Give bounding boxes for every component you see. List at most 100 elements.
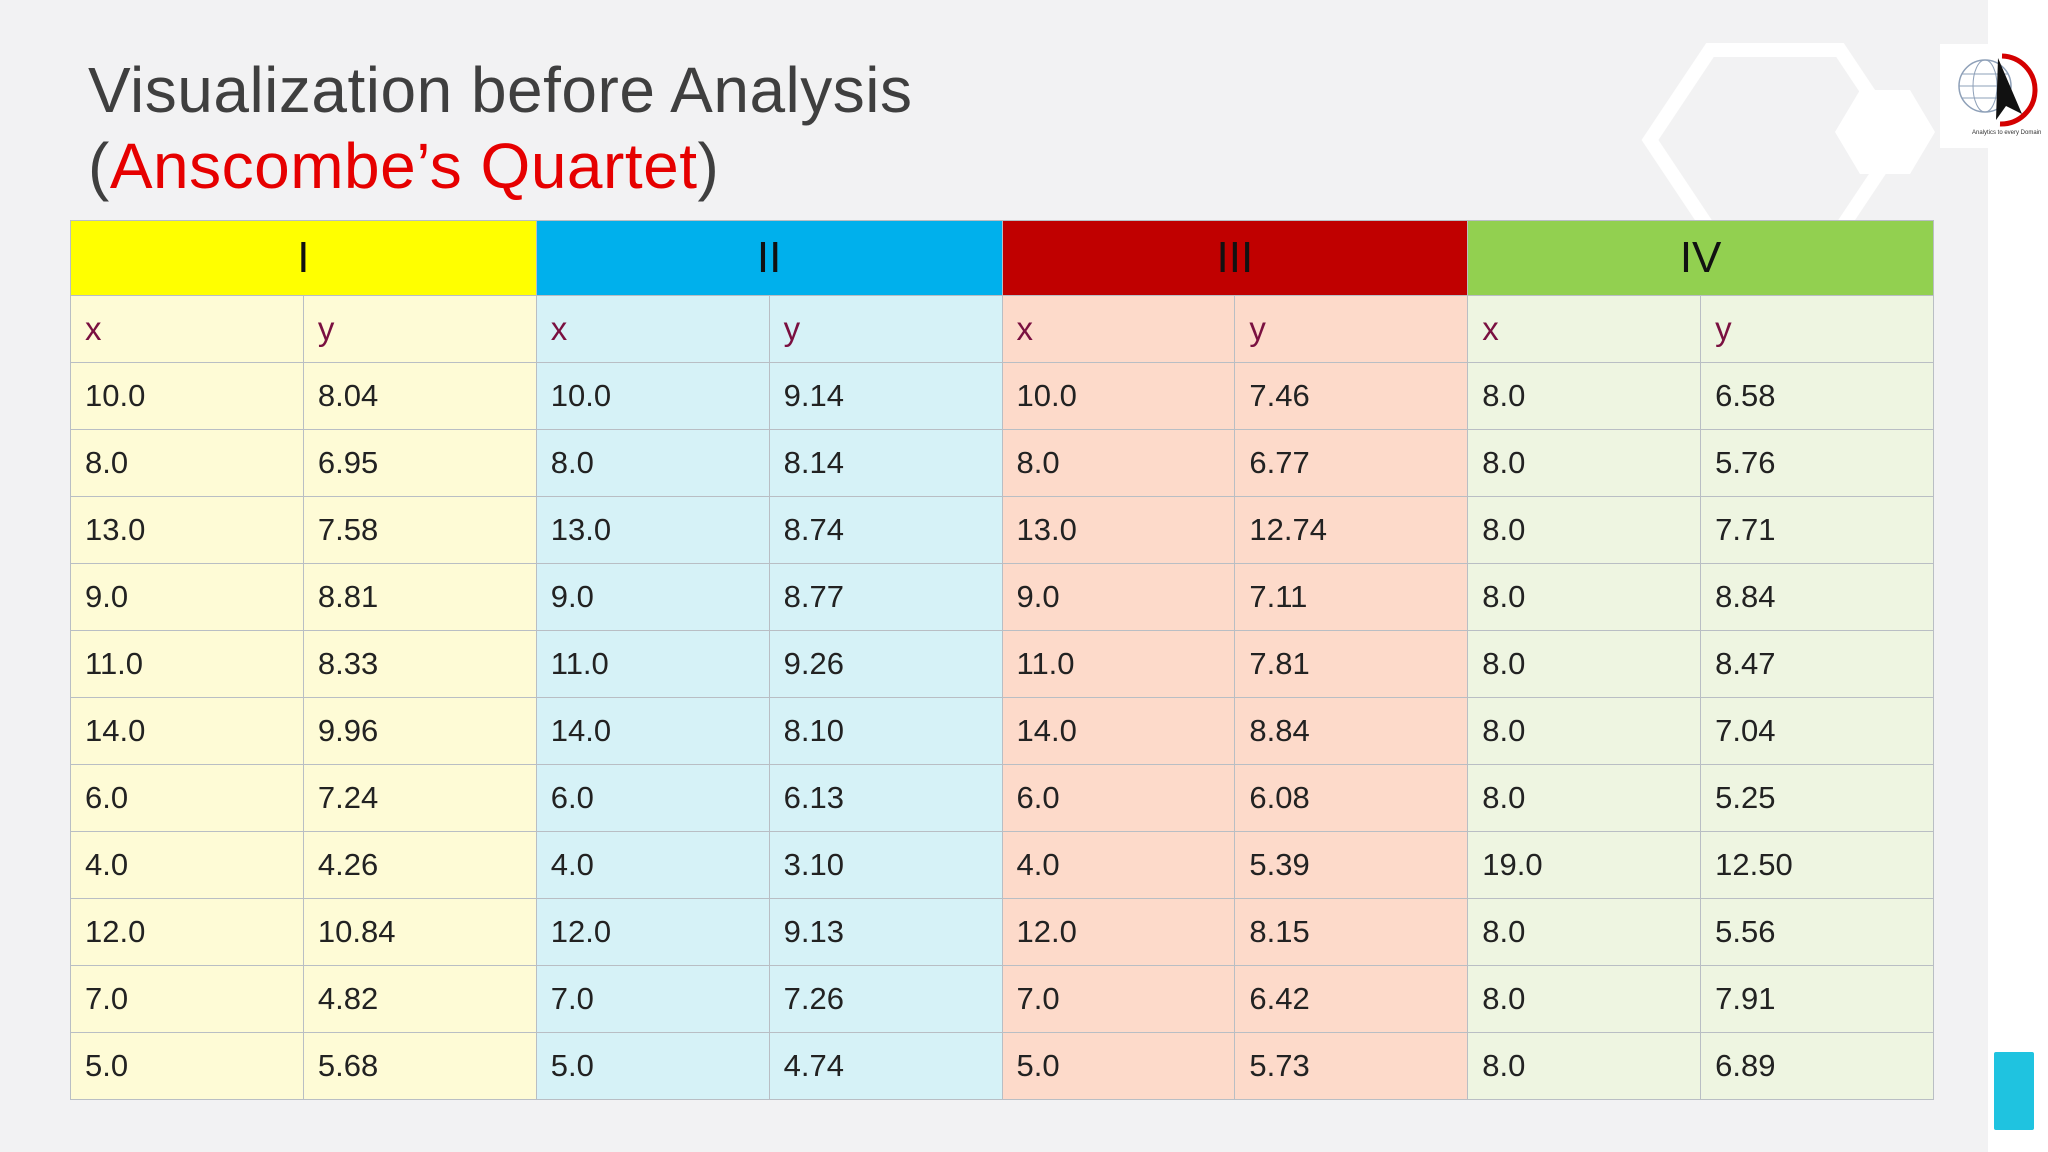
- table-cell: 8.0: [535, 429, 770, 497]
- table-cell: 7.11: [1234, 563, 1469, 631]
- table-cell: 10.0: [1001, 362, 1236, 430]
- table-cell: 8.0: [1467, 1032, 1702, 1100]
- table-cell: 3.10: [768, 831, 1003, 899]
- table-cell: 8.0: [1467, 429, 1702, 497]
- table-cell: 5.0: [1001, 1032, 1236, 1100]
- table-cell: 6.89: [1700, 1032, 1934, 1100]
- table-cell: 7.0: [1001, 965, 1236, 1033]
- table-row: 13.0 7.58 13.0 8.74 13.0 12.74 8.0 7.71: [70, 496, 1934, 564]
- table-row: 4.0 4.26 4.0 3.10 4.0 5.39 19.0 12.50: [70, 831, 1934, 899]
- slide: Visualization before Analysis (Anscombe’…: [70, 43, 1935, 1100]
- column-header: y: [302, 295, 537, 363]
- table-row: 8.0 6.95 8.0 8.14 8.0 6.77 8.0 5.76: [70, 429, 1934, 497]
- title-line-1: Visualization before Analysis: [88, 54, 913, 126]
- table-cell: 8.81: [302, 563, 537, 631]
- table-cell: 8.47: [1700, 630, 1934, 698]
- table-cell: 11.0: [535, 630, 770, 698]
- table-cell: 8.0: [1467, 630, 1702, 698]
- table-row: 6.0 7.24 6.0 6.13 6.0 6.08 8.0 5.25: [70, 764, 1934, 832]
- table-cell: 7.0: [535, 965, 770, 1033]
- table-row: 12.0 10.84 12.0 9.13 12.0 8.15 8.0 5.56: [70, 898, 1934, 966]
- table-cell: 4.0: [70, 831, 304, 899]
- table-cell: 8.0: [1001, 429, 1236, 497]
- table-cell: 5.56: [1700, 898, 1934, 966]
- close-paren: ): [697, 130, 720, 202]
- table-cell: 12.50: [1700, 831, 1934, 899]
- column-header-row: x y x y x y x y: [70, 295, 1934, 363]
- table-row: 10.0 8.04 10.0 9.14 10.0 7.46 8.0 6.58: [70, 362, 1934, 430]
- table-cell: 11.0: [1001, 630, 1236, 698]
- hexagon-decoration: [1641, 43, 1935, 237]
- table-cell: 7.04: [1700, 697, 1934, 765]
- group-header-row: I II III IV: [70, 220, 1934, 296]
- column-header: x: [1001, 295, 1236, 363]
- table-cell: 12.74: [1234, 496, 1469, 564]
- table-cell: 6.13: [768, 764, 1003, 832]
- table-cell: 8.0: [1467, 898, 1702, 966]
- table-cell: 8.0: [1467, 496, 1702, 564]
- title-highlight: Anscombe’s Quartet: [109, 130, 698, 202]
- table-row: 9.0 8.81 9.0 8.77 9.0 7.11 8.0 8.84: [70, 563, 1934, 631]
- group-header-III: III: [1001, 220, 1469, 296]
- table-cell: 8.0: [1467, 965, 1702, 1033]
- column-header: y: [1234, 295, 1469, 363]
- column-header: y: [768, 295, 1003, 363]
- table-cell: 7.46: [1234, 362, 1469, 430]
- table-cell: 6.95: [302, 429, 537, 497]
- table-cell: 8.0: [1467, 764, 1702, 832]
- table-cell: 4.82: [302, 965, 537, 1033]
- column-header: x: [535, 295, 770, 363]
- table-cell: 13.0: [70, 496, 304, 564]
- table-cell: 7.81: [1234, 630, 1469, 698]
- table-cell: 8.10: [768, 697, 1003, 765]
- table-cell: 13.0: [1001, 496, 1236, 564]
- table-cell: 4.74: [768, 1032, 1003, 1100]
- table-cell: 8.74: [768, 496, 1003, 564]
- table-cell: 5.68: [302, 1032, 537, 1100]
- table-cell: 10.0: [535, 362, 770, 430]
- table-cell: 8.84: [1234, 697, 1469, 765]
- table-row: 7.0 4.82 7.0 7.26 7.0 6.42 8.0 7.91: [70, 965, 1934, 1033]
- table-cell: 12.0: [1001, 898, 1236, 966]
- table-cell: 7.58: [302, 496, 537, 564]
- logo-caption: Analytics to every Domain: [1972, 130, 2042, 136]
- table-cell: 8.0: [1467, 362, 1702, 430]
- table-cell: 6.0: [535, 764, 770, 832]
- table-cell: 8.0: [1467, 563, 1702, 631]
- table-cell: 8.84: [1700, 563, 1934, 631]
- table-cell: 6.0: [1001, 764, 1236, 832]
- table-cell: 8.15: [1234, 898, 1469, 966]
- right-margin: [1988, 0, 2048, 1152]
- table-cell: 5.73: [1234, 1032, 1469, 1100]
- open-paren: (: [88, 130, 110, 202]
- table-cell: 4.0: [535, 831, 770, 899]
- group-header-I: I: [70, 220, 537, 296]
- table-cell: 5.25: [1700, 764, 1934, 832]
- table-row: 11.0 8.33 11.0 9.26 11.0 7.81 8.0 8.47: [70, 630, 1934, 698]
- table-cell: 5.0: [70, 1032, 304, 1100]
- table-cell: 5.0: [535, 1032, 770, 1100]
- table-cell: 8.14: [768, 429, 1003, 497]
- table-cell: 12.0: [535, 898, 770, 966]
- column-header: y: [1700, 295, 1934, 363]
- group-header-IV: IV: [1467, 220, 1934, 296]
- table-cell: 14.0: [1001, 697, 1236, 765]
- slide-title: Visualization before Analysis (Anscombe’…: [88, 52, 912, 204]
- table-cell: 8.0: [70, 429, 304, 497]
- table-cell: 6.77: [1234, 429, 1469, 497]
- table-cell: 8.04: [302, 362, 537, 430]
- scroll-indicator[interactable]: [1994, 1052, 2034, 1130]
- table-cell: 5.39: [1234, 831, 1469, 899]
- table-cell: 7.26: [768, 965, 1003, 1033]
- table-cell: 9.14: [768, 362, 1003, 430]
- table-cell: 9.0: [70, 563, 304, 631]
- table-cell: 19.0: [1467, 831, 1702, 899]
- table-cell: 7.24: [302, 764, 537, 832]
- column-header: x: [70, 295, 304, 363]
- table-cell: 5.76: [1700, 429, 1934, 497]
- table-cell: 7.71: [1700, 496, 1934, 564]
- table-cell: 9.13: [768, 898, 1003, 966]
- table-cell: 9.0: [535, 563, 770, 631]
- table-cell: 9.26: [768, 630, 1003, 698]
- table-cell: 12.0: [70, 898, 304, 966]
